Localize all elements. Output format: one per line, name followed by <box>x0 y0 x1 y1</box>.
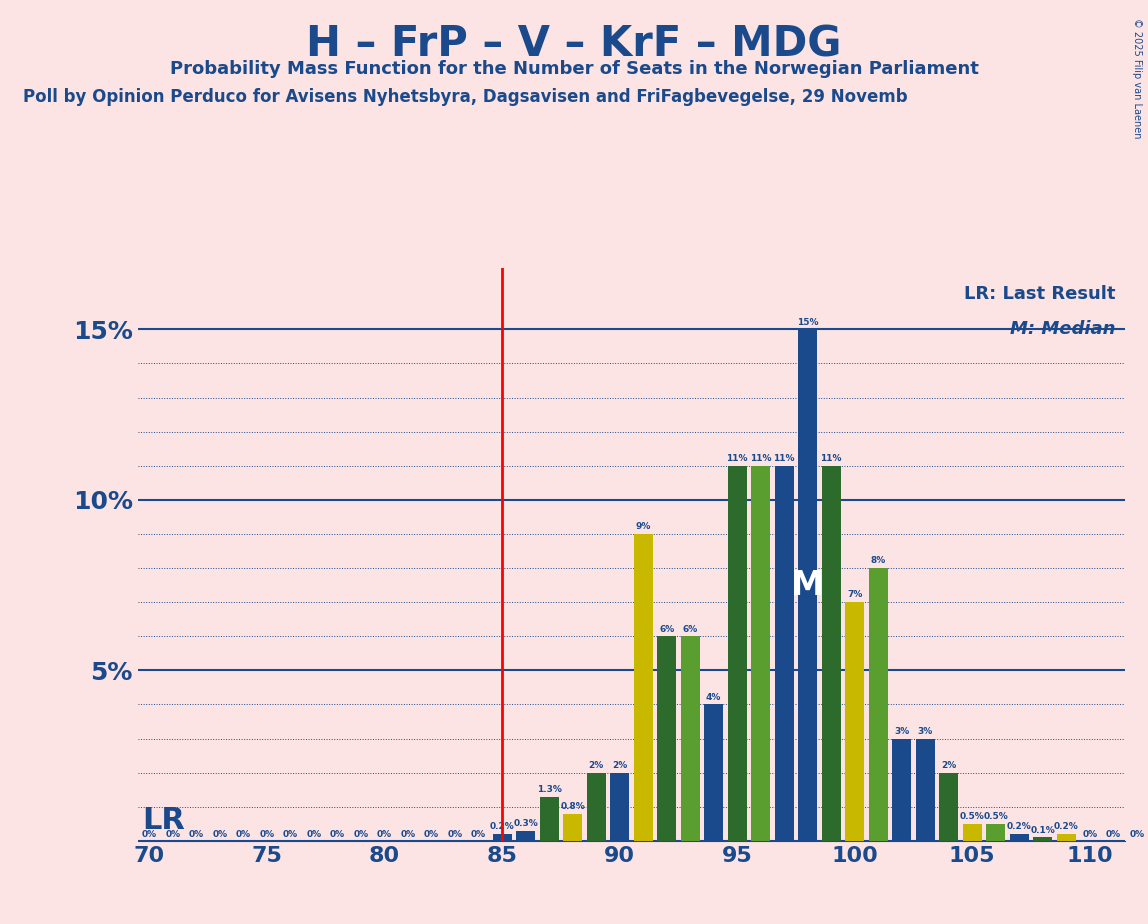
Text: 3%: 3% <box>917 727 933 736</box>
Text: 0%: 0% <box>189 830 204 839</box>
Text: M: M <box>791 568 824 602</box>
Text: 0.2%: 0.2% <box>1007 822 1032 832</box>
Text: 0%: 0% <box>1130 830 1145 839</box>
Bar <box>916 738 934 841</box>
Bar <box>587 772 605 841</box>
Text: 0%: 0% <box>329 830 346 839</box>
Text: 6%: 6% <box>659 625 674 634</box>
Bar <box>775 466 793 841</box>
Text: © 2025 Filip van Laenen: © 2025 Filip van Laenen <box>1132 18 1142 139</box>
Text: 0%: 0% <box>471 830 486 839</box>
Text: 0.2%: 0.2% <box>490 822 514 832</box>
Bar <box>963 824 982 841</box>
Text: 8%: 8% <box>870 556 886 565</box>
Bar <box>986 824 1006 841</box>
Bar <box>1010 834 1029 841</box>
Bar <box>869 568 887 841</box>
Text: Poll by Opinion Perduco for Avisens Nyhetsbyra, Dagsavisen and FriFagbevegelse, : Poll by Opinion Perduco for Avisens Nyhe… <box>23 88 908 105</box>
Text: 2%: 2% <box>612 760 627 770</box>
Text: 0%: 0% <box>259 830 274 839</box>
Bar <box>658 637 676 841</box>
Bar <box>822 466 840 841</box>
Text: 0%: 0% <box>284 830 298 839</box>
Text: LR: Last Result: LR: Last Result <box>963 286 1115 303</box>
Bar <box>728 466 746 841</box>
Text: 4%: 4% <box>706 693 721 701</box>
Text: Probability Mass Function for the Number of Seats in the Norwegian Parliament: Probability Mass Function for the Number… <box>170 60 978 78</box>
Text: 0.3%: 0.3% <box>513 819 538 828</box>
Text: 7%: 7% <box>847 590 862 600</box>
Text: 3%: 3% <box>894 727 909 736</box>
Bar <box>798 329 817 841</box>
Text: 0.1%: 0.1% <box>1031 826 1055 834</box>
Text: 11%: 11% <box>821 454 841 463</box>
Bar <box>611 772 629 841</box>
Bar <box>564 813 582 841</box>
Text: 11%: 11% <box>774 454 794 463</box>
Bar <box>1033 837 1053 841</box>
Bar <box>704 704 723 841</box>
Bar <box>540 796 559 841</box>
Text: 0%: 0% <box>212 830 227 839</box>
Text: 2%: 2% <box>941 760 956 770</box>
Bar <box>634 534 652 841</box>
Text: 0%: 0% <box>1083 830 1097 839</box>
Text: M: Median: M: Median <box>1010 320 1115 337</box>
Text: 0%: 0% <box>1106 830 1120 839</box>
Text: 6%: 6% <box>683 625 698 634</box>
Text: 0%: 0% <box>377 830 393 839</box>
Text: 1.3%: 1.3% <box>536 784 561 794</box>
Bar <box>517 831 535 841</box>
Bar <box>492 834 512 841</box>
Bar <box>751 466 770 841</box>
Bar <box>939 772 959 841</box>
Text: 11%: 11% <box>727 454 748 463</box>
Text: 0%: 0% <box>142 830 157 839</box>
Text: 0%: 0% <box>236 830 251 839</box>
Text: 0%: 0% <box>448 830 463 839</box>
Text: LR: LR <box>142 807 186 835</box>
Text: 0.2%: 0.2% <box>1054 822 1079 832</box>
Text: 2%: 2% <box>589 760 604 770</box>
Text: 0.8%: 0.8% <box>560 802 585 811</box>
Text: 0%: 0% <box>424 830 440 839</box>
Text: 0%: 0% <box>307 830 321 839</box>
Text: 15%: 15% <box>797 318 819 326</box>
Text: 11%: 11% <box>750 454 771 463</box>
Text: 0%: 0% <box>165 830 180 839</box>
Text: 0%: 0% <box>354 830 369 839</box>
Bar <box>892 738 912 841</box>
Text: 0%: 0% <box>401 830 416 839</box>
Text: 0.5%: 0.5% <box>984 812 1008 821</box>
Bar <box>845 602 864 841</box>
Text: H – FrP – V – KrF – MDG: H – FrP – V – KrF – MDG <box>307 23 841 65</box>
Text: 0.5%: 0.5% <box>960 812 985 821</box>
Bar <box>1057 834 1076 841</box>
Text: 9%: 9% <box>636 522 651 531</box>
Bar <box>681 637 699 841</box>
